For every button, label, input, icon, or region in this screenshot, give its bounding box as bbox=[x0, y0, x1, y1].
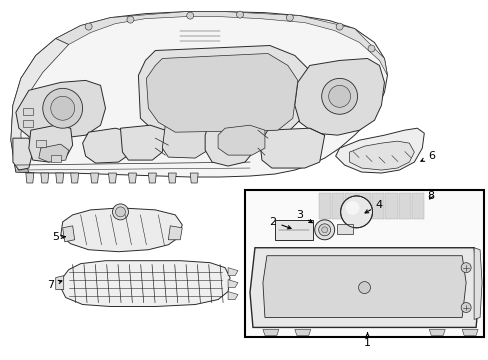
Circle shape bbox=[42, 88, 82, 128]
Polygon shape bbox=[39, 144, 68, 162]
Polygon shape bbox=[371, 193, 384, 219]
Polygon shape bbox=[473, 248, 481, 319]
Polygon shape bbox=[51, 155, 61, 162]
Text: 2: 2 bbox=[269, 217, 290, 229]
Polygon shape bbox=[56, 12, 386, 75]
Polygon shape bbox=[274, 220, 312, 240]
Polygon shape bbox=[162, 122, 210, 158]
Polygon shape bbox=[41, 173, 49, 183]
Text: 7: 7 bbox=[47, 280, 62, 289]
Polygon shape bbox=[36, 140, 46, 147]
Polygon shape bbox=[26, 173, 34, 183]
Polygon shape bbox=[263, 256, 465, 318]
Circle shape bbox=[335, 23, 343, 30]
Circle shape bbox=[460, 263, 470, 273]
Circle shape bbox=[321, 78, 357, 114]
Polygon shape bbox=[428, 329, 444, 336]
Polygon shape bbox=[71, 173, 79, 183]
Polygon shape bbox=[108, 173, 116, 183]
Polygon shape bbox=[218, 125, 264, 155]
Bar bbox=[244, 190, 483, 337]
Polygon shape bbox=[168, 226, 182, 240]
Polygon shape bbox=[61, 261, 229, 306]
Circle shape bbox=[127, 16, 134, 23]
Polygon shape bbox=[349, 222, 364, 230]
Text: 8: 8 bbox=[427, 191, 434, 201]
Circle shape bbox=[358, 282, 370, 293]
Polygon shape bbox=[227, 268, 238, 276]
Circle shape bbox=[115, 207, 125, 217]
Polygon shape bbox=[11, 12, 386, 177]
Circle shape bbox=[367, 45, 374, 52]
Text: 4: 4 bbox=[365, 200, 382, 213]
Polygon shape bbox=[138, 45, 309, 140]
Polygon shape bbox=[190, 173, 198, 183]
Circle shape bbox=[51, 96, 75, 120]
Polygon shape bbox=[398, 193, 410, 219]
Polygon shape bbox=[302, 194, 314, 218]
Circle shape bbox=[340, 196, 372, 228]
Polygon shape bbox=[294, 58, 384, 135]
Polygon shape bbox=[82, 128, 130, 163]
Polygon shape bbox=[411, 193, 424, 219]
Circle shape bbox=[112, 204, 128, 220]
Text: 5: 5 bbox=[52, 232, 65, 242]
Polygon shape bbox=[336, 224, 352, 234]
Polygon shape bbox=[461, 329, 477, 336]
Polygon shape bbox=[227, 280, 238, 288]
Polygon shape bbox=[345, 193, 357, 219]
Polygon shape bbox=[349, 141, 413, 170]
Polygon shape bbox=[335, 128, 424, 173]
Text: 1: 1 bbox=[363, 333, 370, 348]
Polygon shape bbox=[260, 128, 324, 168]
Polygon shape bbox=[399, 222, 413, 230]
Circle shape bbox=[345, 201, 359, 215]
Polygon shape bbox=[13, 138, 33, 170]
Polygon shape bbox=[29, 125, 73, 162]
Polygon shape bbox=[146, 54, 297, 132]
Circle shape bbox=[186, 12, 193, 19]
Polygon shape bbox=[23, 108, 33, 115]
Polygon shape bbox=[358, 193, 370, 219]
Polygon shape bbox=[294, 329, 310, 336]
Circle shape bbox=[236, 11, 243, 18]
Polygon shape bbox=[374, 222, 388, 230]
Polygon shape bbox=[331, 193, 344, 219]
Text: 3: 3 bbox=[296, 210, 312, 223]
Polygon shape bbox=[61, 208, 182, 252]
Circle shape bbox=[85, 23, 92, 30]
Circle shape bbox=[314, 220, 334, 240]
Polygon shape bbox=[90, 173, 99, 183]
Polygon shape bbox=[314, 190, 428, 222]
Polygon shape bbox=[148, 173, 156, 183]
Polygon shape bbox=[120, 125, 165, 160]
Polygon shape bbox=[205, 115, 258, 166]
Polygon shape bbox=[23, 120, 33, 127]
Polygon shape bbox=[318, 193, 330, 219]
Polygon shape bbox=[11, 39, 68, 172]
Polygon shape bbox=[56, 173, 63, 183]
Polygon shape bbox=[62, 226, 75, 242]
Circle shape bbox=[286, 14, 293, 21]
Text: 6: 6 bbox=[420, 151, 434, 161]
Circle shape bbox=[460, 302, 470, 312]
Polygon shape bbox=[227, 292, 238, 300]
Polygon shape bbox=[56, 276, 63, 289]
Polygon shape bbox=[263, 329, 278, 336]
Circle shape bbox=[318, 224, 330, 236]
Polygon shape bbox=[16, 80, 105, 138]
Circle shape bbox=[321, 227, 327, 233]
Circle shape bbox=[328, 85, 350, 107]
Polygon shape bbox=[168, 173, 176, 183]
Polygon shape bbox=[385, 193, 397, 219]
Polygon shape bbox=[324, 222, 339, 230]
Polygon shape bbox=[128, 173, 136, 183]
Polygon shape bbox=[249, 248, 478, 328]
